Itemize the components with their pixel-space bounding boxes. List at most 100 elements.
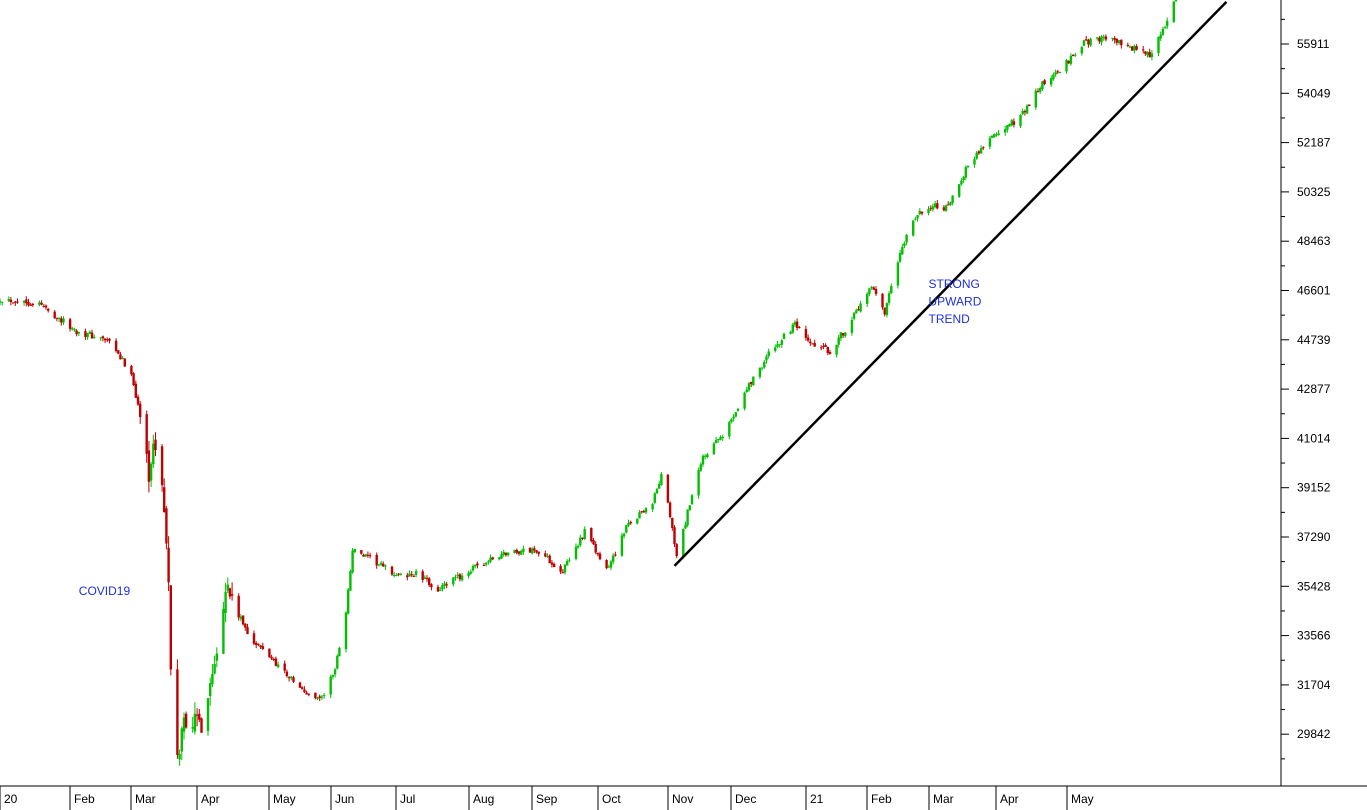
candle-body (1113, 38, 1116, 41)
candle-body (22, 300, 26, 303)
candle-body (1012, 121, 1016, 125)
candle-body (1082, 40, 1086, 46)
candle-body (333, 669, 337, 675)
candle-body (14, 301, 17, 303)
candle-body (1043, 80, 1046, 84)
candle-body (351, 550, 354, 573)
candle-body (469, 571, 472, 574)
y-tick-label: 37290 (1297, 530, 1331, 544)
candle-body (1104, 36, 1108, 40)
candle-body (360, 550, 363, 554)
candle-body (717, 439, 720, 441)
candle-body (322, 695, 326, 697)
x-tick-label: Dec (735, 792, 756, 806)
candle-body (230, 594, 234, 596)
candle-body (839, 332, 843, 339)
candle-body (566, 560, 569, 566)
y-tick-label: 33566 (1297, 629, 1331, 643)
candle-body (1010, 120, 1013, 126)
candle-body (1021, 111, 1024, 114)
candle-body (544, 553, 547, 557)
candle-body (885, 303, 889, 315)
candle-body (178, 753, 181, 760)
candle-body (276, 664, 280, 667)
candle-body (1100, 36, 1103, 43)
candle-body (918, 211, 921, 214)
candle-body (11, 302, 15, 304)
annotation-text: UPWARD (929, 294, 982, 308)
candle-body (1148, 51, 1151, 58)
candle-body (274, 658, 278, 666)
candle-body (491, 557, 494, 560)
candle-body (474, 564, 477, 567)
candle-body (506, 552, 510, 556)
candle-body (460, 575, 464, 581)
candle-body (75, 330, 78, 335)
y-tick-label: 54049 (1297, 86, 1331, 100)
candle-body (736, 408, 740, 411)
candle-body (0, 301, 2, 303)
annotations-group: COVID19 STRONG UPWARD TREND (79, 277, 982, 598)
candle-body (552, 563, 556, 567)
candle-body (62, 318, 65, 323)
candle-body (765, 356, 768, 361)
candle-body (147, 450, 151, 482)
candle-body (760, 367, 764, 369)
candle-body (377, 564, 381, 566)
candle-body (1041, 81, 1044, 89)
candle-body (114, 340, 118, 352)
candle-body (73, 329, 76, 331)
candle-body (259, 645, 262, 648)
candle-body (117, 350, 120, 354)
candle-body (255, 643, 258, 645)
candle-body (336, 655, 339, 669)
candle-body (933, 203, 937, 207)
candle-body (206, 698, 210, 731)
candle-body (239, 616, 243, 619)
trendline (673, 1, 1228, 567)
candle-body (576, 545, 580, 548)
candle-body (307, 693, 310, 695)
candle-body (1025, 105, 1029, 114)
candle-body (778, 344, 781, 346)
candle-body (471, 566, 475, 571)
candle-body (139, 403, 142, 418)
candle-body (581, 537, 584, 539)
candle-body (636, 518, 639, 524)
candle-body (690, 495, 694, 505)
candle-body (789, 331, 792, 334)
candles-group (0, 0, 1178, 766)
candle-body (379, 562, 383, 565)
candle-body (914, 218, 917, 220)
candle-body (614, 554, 617, 556)
candle-body (929, 208, 932, 210)
candle-body (988, 138, 992, 147)
candle-body (268, 648, 271, 658)
candle-body (714, 440, 718, 444)
candle-body (809, 341, 812, 344)
candle-body (439, 590, 442, 591)
candle-body (660, 473, 663, 485)
candle-body (750, 381, 753, 384)
candle-body (944, 205, 948, 212)
x-tick-label: May (1071, 792, 1094, 806)
candle-body (1150, 53, 1154, 58)
candle-body (101, 336, 105, 339)
candle-body (795, 321, 799, 328)
candle-body (106, 339, 109, 341)
candle-body (182, 717, 186, 732)
candle-body (855, 310, 858, 314)
candle-body (25, 299, 28, 304)
candle-body (1069, 55, 1073, 64)
candle-body (68, 319, 72, 329)
candle-body (658, 484, 661, 489)
candle-body (353, 549, 356, 552)
candle-body (134, 383, 137, 398)
candle-body (798, 327, 801, 329)
candle-body (903, 243, 906, 246)
candle-body (844, 332, 847, 337)
y-tick-label: 29842 (1297, 727, 1331, 741)
candle-body (375, 554, 378, 566)
candle-body (382, 563, 385, 567)
